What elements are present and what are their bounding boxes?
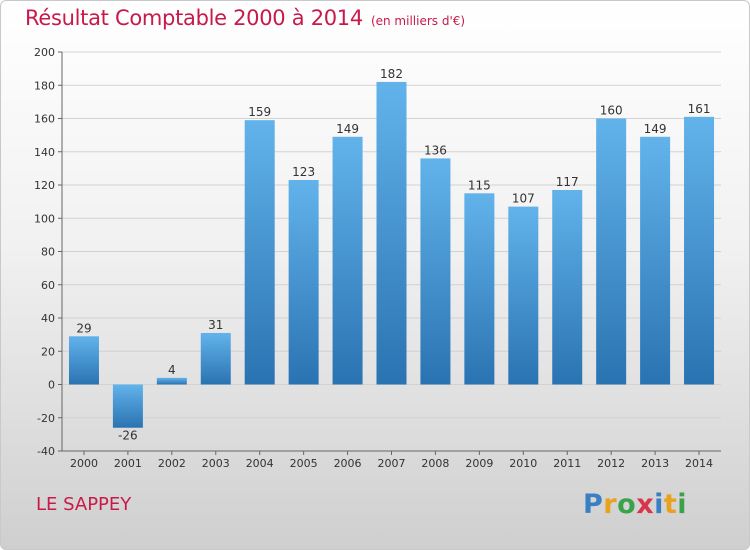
bar [420, 158, 451, 385]
bar [376, 81, 407, 385]
bar [552, 189, 583, 385]
logo-letter: P [583, 489, 604, 520]
bar [156, 377, 187, 385]
x-tick-label: 2003 [202, 457, 230, 470]
data-label: 159 [248, 105, 271, 119]
x-tick-label: 2010 [509, 457, 537, 470]
data-label: 115 [468, 178, 491, 192]
x-tick-label: 2005 [290, 457, 318, 470]
y-tick-label: 120 [34, 179, 55, 192]
data-label: -26 [118, 429, 138, 443]
y-tick-label: 160 [34, 113, 55, 126]
x-tick-label: 2013 [641, 457, 669, 470]
bar [288, 180, 319, 385]
unit-label: (en milliers d'€) [370, 14, 466, 28]
y-tick-label: 60 [41, 279, 55, 292]
data-label: 123 [292, 165, 315, 179]
logo-letter: i [677, 489, 688, 520]
bar [244, 120, 275, 385]
data-label: 182 [380, 67, 403, 81]
logo-letter: t [663, 489, 678, 520]
y-tick-label: 100 [34, 212, 55, 225]
data-label: 160 [600, 104, 623, 118]
logo-letter: o [617, 489, 637, 520]
proxiti-logo: Proxiti [583, 489, 687, 520]
data-label: 161 [688, 102, 711, 116]
x-tick-label: 2014 [685, 457, 713, 470]
data-label: 31 [208, 318, 223, 332]
data-label: 149 [644, 122, 667, 136]
x-tick-label: 2000 [70, 457, 98, 470]
logo-letter: x [636, 489, 655, 520]
bar [68, 336, 99, 385]
location-name: LE SAPPEY [36, 494, 132, 515]
title-text: Résultat Comptable 2000 à 2014 [25, 6, 363, 30]
x-tick-label: 2007 [378, 457, 406, 470]
bar [464, 193, 495, 385]
data-label: 29 [76, 321, 91, 335]
x-tick-label: 2011 [553, 457, 581, 470]
y-tick-label: 80 [41, 246, 55, 259]
data-label: 136 [424, 143, 447, 157]
bar [332, 136, 363, 385]
x-tick-label: 2002 [158, 457, 186, 470]
x-tick-label: 2004 [246, 457, 274, 470]
data-label: 4 [168, 363, 176, 377]
y-tick-label: 180 [34, 79, 55, 92]
data-label: 107 [512, 192, 535, 206]
bar [200, 332, 231, 385]
data-label: 117 [556, 175, 579, 189]
y-tick-label: -20 [37, 412, 55, 425]
bar [640, 136, 671, 385]
x-tick-label: 2009 [465, 457, 493, 470]
bar [596, 118, 627, 385]
bar [508, 206, 539, 385]
x-tick-label: 2008 [421, 457, 449, 470]
y-tick-label: 20 [41, 345, 55, 358]
y-tick-label: 140 [34, 146, 55, 159]
bar [112, 384, 143, 428]
x-tick-label: 2001 [114, 457, 142, 470]
data-label: 149 [336, 122, 359, 136]
logo-letter: r [603, 489, 618, 520]
chart-title: Résultat Comptable 2000 à 2014 (en millie… [25, 6, 465, 30]
y-tick-label: -40 [37, 445, 55, 458]
y-tick-label: 40 [41, 312, 55, 325]
x-tick-label: 2012 [597, 457, 625, 470]
y-tick-label: 0 [48, 379, 55, 392]
x-tick-label: 2006 [334, 457, 362, 470]
y-tick-label: 200 [34, 46, 55, 59]
bar [684, 116, 715, 385]
logo-letter: i [654, 489, 664, 520]
